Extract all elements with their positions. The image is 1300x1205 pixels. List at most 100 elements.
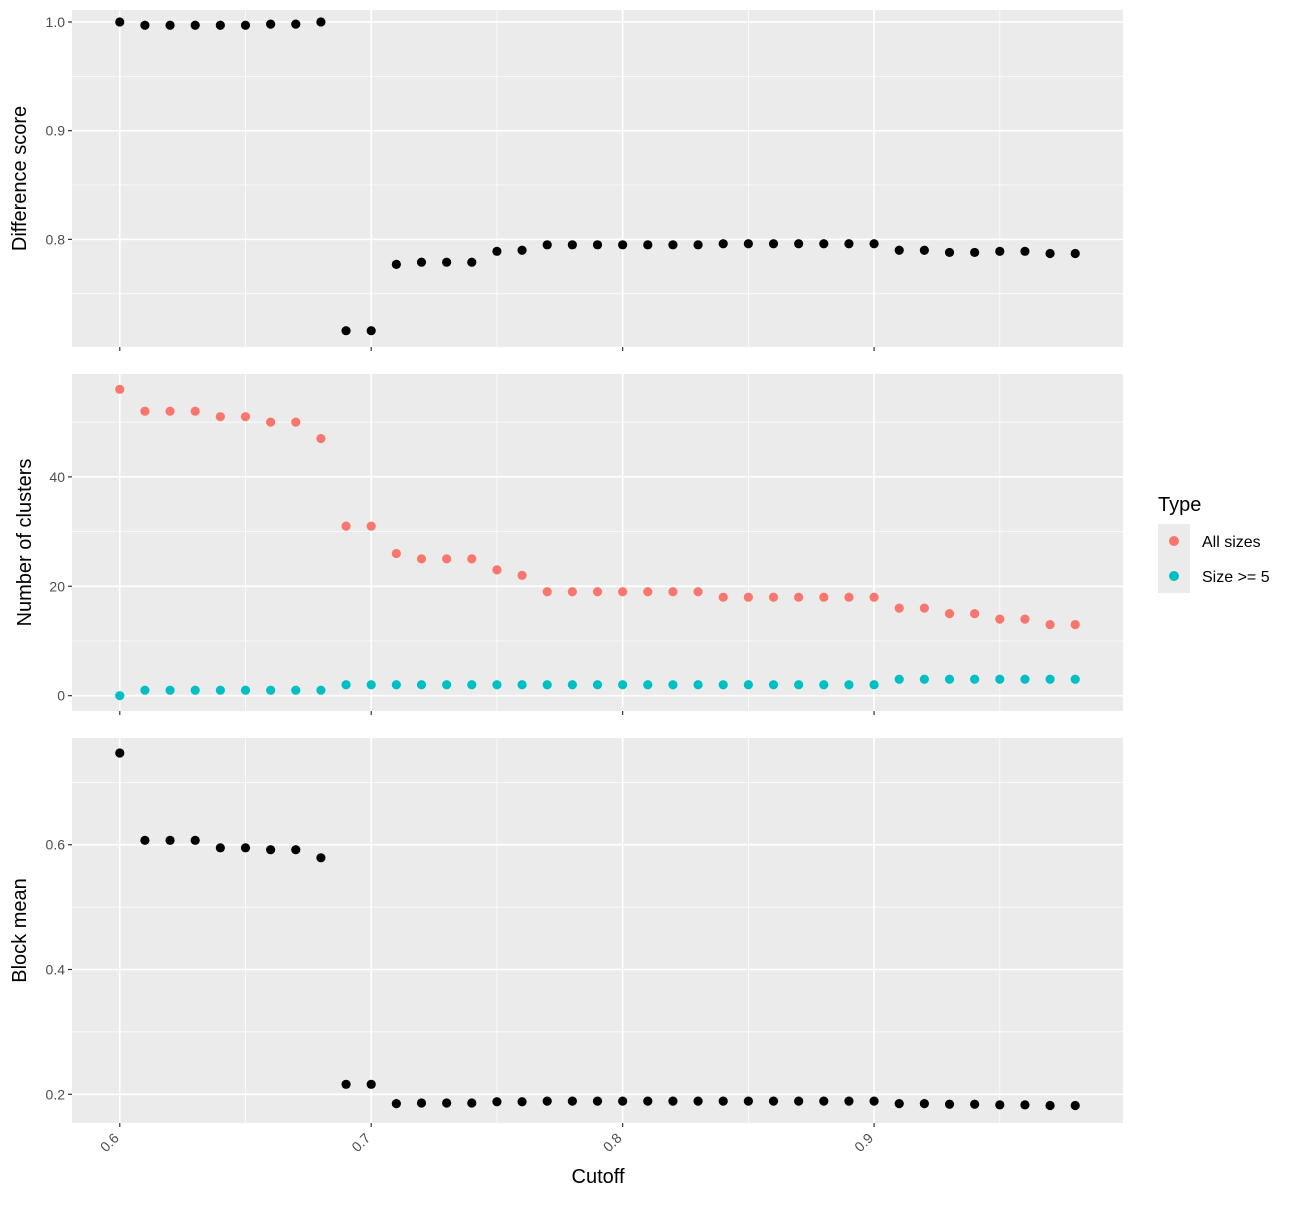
data-point — [165, 835, 175, 845]
series-number-of-clusters-0 — [115, 384, 1080, 630]
data-point — [794, 1096, 804, 1106]
y-tick-label: 20 — [49, 578, 65, 594]
data-point — [467, 1098, 477, 1108]
data-point — [542, 680, 552, 690]
data-point — [970, 609, 980, 619]
legend-label-size-5: Size >= 5 — [1202, 569, 1270, 586]
data-point — [341, 680, 351, 690]
data-point — [442, 554, 452, 564]
data-point — [592, 240, 603, 250]
data-point — [240, 20, 251, 30]
data-point — [291, 685, 301, 695]
data-point — [794, 680, 804, 690]
data-point — [643, 680, 653, 690]
data-point — [869, 592, 879, 602]
series-block-mean — [115, 748, 1080, 1111]
data-point — [442, 680, 452, 690]
data-point — [743, 1096, 753, 1106]
data-point — [894, 245, 904, 255]
legend-key-size-5 — [1169, 571, 1179, 581]
data-point — [1045, 674, 1055, 684]
data-point — [1045, 619, 1055, 630]
data-point — [819, 1096, 829, 1106]
data-point — [643, 1096, 653, 1106]
series-number-of-clusters-1 — [115, 674, 1080, 701]
data-point — [215, 685, 225, 695]
data-point — [341, 326, 351, 336]
y-tick-label: 0 — [57, 688, 65, 704]
data-point — [819, 239, 829, 249]
data-point — [416, 680, 427, 690]
data-point — [819, 592, 829, 602]
data-point — [517, 680, 527, 690]
panel-background-difference-score — [72, 10, 1123, 347]
data-point — [794, 592, 804, 602]
data-point — [517, 245, 527, 255]
x-axis-title: Cutoff — [572, 1166, 625, 1188]
y-tick-label: 0.4 — [46, 961, 66, 977]
data-point — [467, 680, 477, 690]
data-point — [869, 1096, 879, 1106]
data-point — [618, 587, 628, 597]
data-point — [919, 603, 929, 613]
data-point — [995, 614, 1005, 624]
data-point — [1020, 614, 1030, 624]
data-point — [970, 674, 980, 684]
data-point — [668, 587, 678, 597]
panel-background-block-mean — [72, 738, 1123, 1123]
data-point — [668, 240, 678, 250]
data-point — [919, 674, 929, 684]
data-point — [391, 1099, 401, 1109]
data-point — [1020, 1100, 1030, 1110]
data-point — [366, 680, 376, 690]
data-point — [492, 565, 502, 575]
data-point — [115, 384, 125, 394]
data-point — [618, 680, 628, 690]
data-point — [291, 417, 301, 427]
data-point — [140, 20, 150, 30]
data-point — [542, 240, 552, 250]
data-point — [542, 1096, 552, 1106]
data-point — [391, 548, 401, 559]
data-point — [819, 680, 829, 690]
data-point — [995, 246, 1005, 256]
data-point — [844, 1096, 854, 1106]
data-point — [391, 259, 401, 269]
data-point — [894, 603, 904, 613]
data-point — [240, 843, 251, 853]
legend: Type All sizes Size >= 5 — [1158, 494, 1270, 593]
data-point — [743, 680, 753, 690]
data-point — [743, 592, 753, 602]
data-point — [366, 326, 376, 336]
data-point — [995, 1100, 1005, 1110]
data-point — [492, 680, 502, 690]
data-point — [970, 1099, 980, 1109]
data-point — [668, 680, 678, 690]
data-point — [341, 1079, 351, 1089]
data-point — [944, 674, 955, 684]
data-point — [693, 587, 703, 597]
data-point — [542, 587, 552, 597]
data-point — [995, 674, 1005, 684]
data-point — [1020, 246, 1030, 256]
y-tick-label: 0.8 — [46, 231, 66, 247]
data-point — [366, 1079, 376, 1089]
data-point — [115, 17, 125, 27]
data-point — [442, 1098, 452, 1108]
data-point — [768, 680, 779, 690]
data-point — [391, 680, 401, 690]
data-point — [190, 685, 200, 695]
y-axis-title-block-mean: Block mean — [9, 878, 31, 983]
y-tick-label: 40 — [49, 469, 65, 485]
x-tick-label: 0.9 — [851, 1130, 876, 1155]
data-point — [643, 587, 653, 597]
data-point — [768, 592, 779, 602]
data-point — [919, 245, 929, 255]
data-point — [140, 406, 150, 416]
data-point — [567, 240, 577, 250]
data-point — [1045, 1100, 1055, 1111]
data-point — [592, 680, 603, 690]
data-point — [442, 257, 452, 267]
data-point — [140, 835, 150, 845]
y-tick-label: 0.6 — [46, 837, 66, 853]
